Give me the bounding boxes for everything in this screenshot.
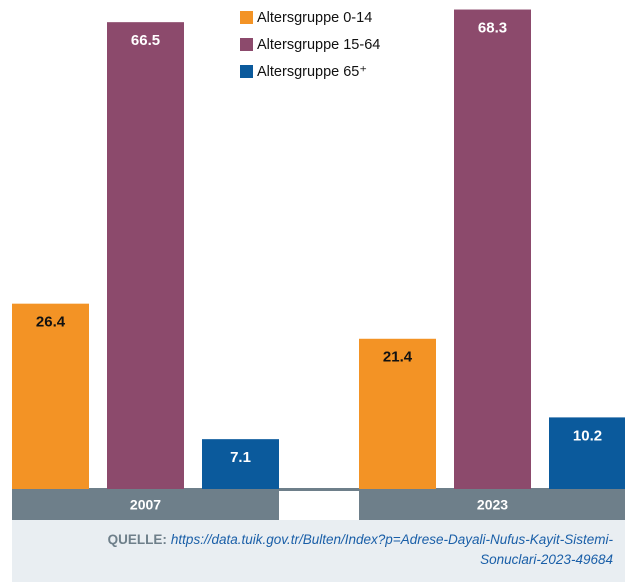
category-band	[12, 489, 279, 520]
source-url: https://data.tuik.gov.tr/Bulten/Index?p=…	[170, 532, 613, 567]
legend-label: Altersgruppe 15-64	[257, 37, 380, 53]
value-label: 68.3	[478, 20, 507, 37]
bar	[202, 439, 279, 489]
x-tick-label: 2007	[130, 497, 161, 513]
value-label: 21.4	[383, 349, 413, 366]
bar	[359, 338, 436, 489]
x-tick-label: 2023	[477, 497, 508, 513]
source: QUELLE: https://data.tuik.gov.tr/Bulten/I…	[12, 520, 625, 582]
bar	[107, 22, 184, 489]
value-label: 7.1	[230, 449, 251, 466]
legend-swatch	[240, 38, 253, 51]
bar	[549, 417, 625, 489]
legend-swatch	[240, 11, 253, 24]
value-label: 10.2	[573, 427, 602, 444]
bar	[12, 303, 89, 489]
bar	[454, 9, 531, 490]
legend-label: Altersgruppe 65⁺	[257, 64, 367, 80]
value-label: 66.5	[131, 32, 160, 49]
legend-swatch	[240, 65, 253, 78]
category-band	[359, 489, 625, 520]
chart: 2007 26.4 66.5 7.1 2023 21.4 68.3 10.2 Altersgru…	[12, 9, 625, 520]
legend-label: Altersgruppe 0-14	[257, 10, 372, 26]
source-label: QUELLE:	[107, 532, 167, 547]
value-label: 26.4	[36, 314, 66, 331]
